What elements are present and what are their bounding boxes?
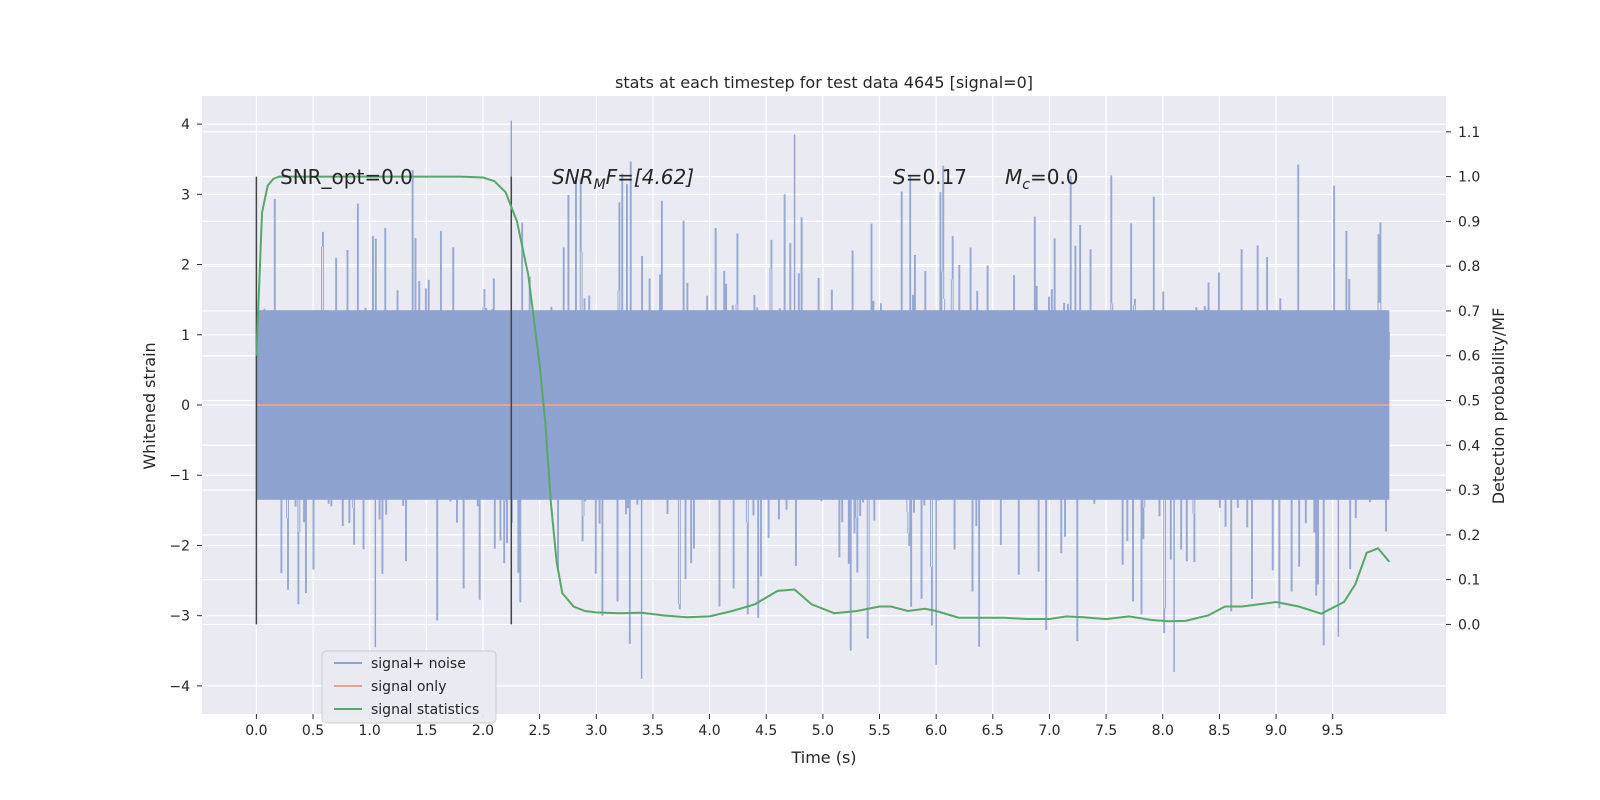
annotation-snr-mf: SNRMF=[4.62]	[552, 165, 694, 193]
x-ticks: 0.0 0.5 1.0 1.5 2.0 2.5 3.0 3.5 4.0 4.5 5.0 5.5 6.0 6…	[245, 714, 1344, 739]
y-tick-label-2: 2	[181, 258, 190, 274]
y2-axis-title: Detection probability/MF	[1489, 308, 1508, 505]
y-tick-label-1: 3	[181, 187, 190, 203]
y-tick-label-0: 4	[181, 117, 190, 133]
y-tick-label-7: −3	[169, 609, 190, 625]
x-tick-label-11: 5.5	[868, 723, 890, 739]
x-tick-label-10: 5.0	[812, 723, 834, 739]
x-tick-label-6: 3.0	[585, 723, 607, 739]
x-tick-label-13: 6.5	[982, 723, 1004, 739]
x-tick-label-8: 4.0	[698, 723, 720, 739]
x-tick-label-2: 1.0	[359, 723, 381, 739]
annotation-mc: Mc=0.0	[1005, 165, 1079, 193]
y2-tick-label-10: 0.1	[1458, 573, 1480, 589]
x-tick-label-9: 4.5	[755, 723, 777, 739]
x-tick-label-1: 0.5	[302, 723, 324, 739]
x-tick-label-5: 2.5	[528, 723, 550, 739]
x-axis-title: Time (s)	[790, 748, 856, 767]
x-tick-label-15: 7.5	[1095, 723, 1117, 739]
y-tick-label-3: 1	[181, 328, 190, 344]
y2-tick-label-3: 0.8	[1458, 259, 1480, 275]
y-tick-label-5: −1	[169, 468, 190, 484]
y2-tick-label-8: 0.3	[1458, 483, 1480, 499]
y2-tick-label-11: 0.0	[1458, 617, 1480, 633]
x-tick-label-17: 8.5	[1208, 723, 1230, 739]
vertical-markers	[255, 176, 513, 625]
x-tick-label-14: 7.0	[1038, 723, 1060, 739]
series-signal-statistics	[255, 175, 1391, 623]
x-tick-label-19: 9.5	[1322, 723, 1344, 739]
legend-label-signal-only: signal only	[371, 679, 446, 695]
x-tick-label-4: 2.0	[472, 723, 494, 739]
x-tick-label-12: 6.0	[925, 723, 947, 739]
x-tick-label-18: 9.0	[1265, 723, 1287, 739]
y-axis-title: Whitened strain	[140, 342, 159, 469]
y-ticks: 4 3 2 1 0 −1 −2 −3 −4	[169, 117, 202, 695]
legend-label-signal-noise: signal+ noise	[371, 656, 466, 672]
y2-tick-label-2: 0.9	[1458, 214, 1480, 230]
y2-tick-label-7: 0.4	[1458, 438, 1480, 454]
y2-tick-label-0: 1.1	[1458, 125, 1480, 141]
x-tick-label-16: 8.0	[1152, 723, 1174, 739]
legend-box	[321, 650, 497, 724]
y2-tick-label-5: 0.6	[1458, 349, 1480, 365]
annotation-snr-opt: SNR_opt=0.0	[280, 165, 413, 189]
legend: signal+ noise signal only signal statist…	[321, 650, 497, 724]
y2-tick-label-9: 0.2	[1458, 528, 1480, 544]
y-tick-label-4: 0	[181, 398, 190, 414]
y2-tick-label-1: 1.0	[1458, 170, 1480, 186]
y2-ticks: 1.1 1.0 0.9 0.8 0.7 0.6 0.5 0.4 0.3 0.2 0.1 0.0	[1446, 125, 1480, 633]
y2-tick-label-4: 0.7	[1458, 304, 1480, 320]
y-tick-label-6: −2	[169, 538, 190, 554]
legend-label-signal-statistics: signal statistics	[371, 702, 479, 718]
x-tick-label-3: 1.5	[415, 723, 437, 739]
x-tick-label-0: 0.0	[245, 723, 267, 739]
y2-tick-label-6: 0.5	[1458, 394, 1480, 410]
x-tick-label-7: 3.5	[642, 723, 664, 739]
annotation-s: S=0.17	[893, 165, 967, 189]
chart-title: stats at each timestep for test data 464…	[615, 73, 1033, 92]
y-tick-label-8: −4	[169, 679, 190, 695]
